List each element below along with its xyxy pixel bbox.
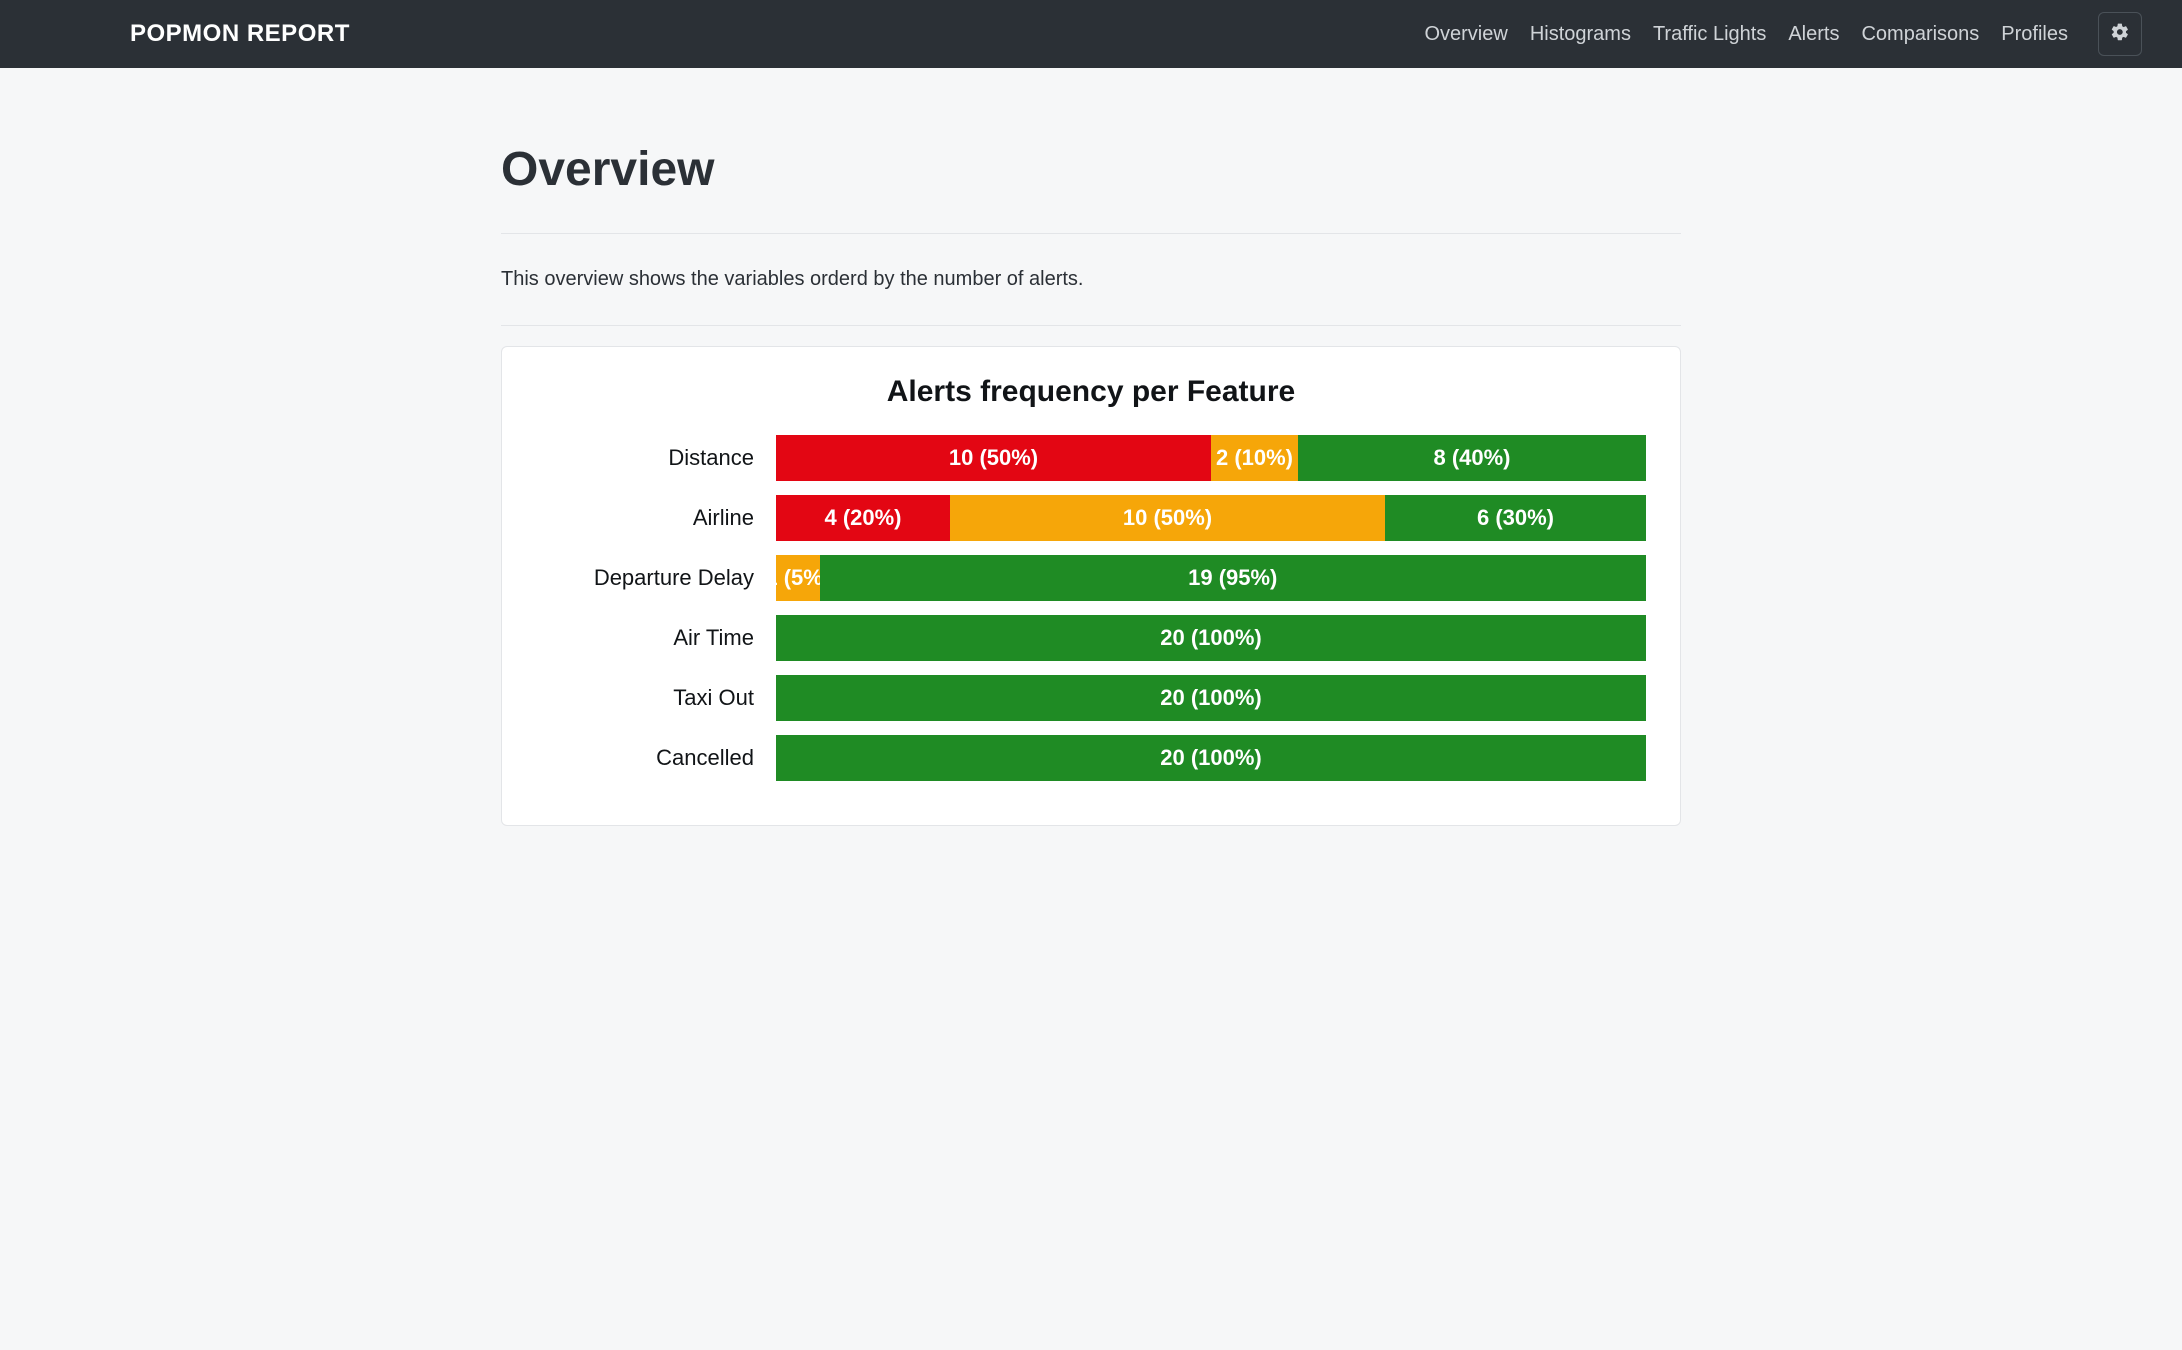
alerts-frequency-chart: Distance10 (50%)2 (10%)8 (40%)Airline4 (…	[536, 435, 1646, 781]
chart-row-bar: 20 (100%)	[776, 675, 1646, 721]
chart-row: Air Time20 (100%)	[536, 615, 1646, 661]
chart-segment-yellow: 2 (10%)	[1211, 435, 1298, 481]
chart-row-label: Taxi Out	[536, 675, 776, 721]
chart-segment-green: 8 (40%)	[1298, 435, 1646, 481]
chart-row: Airline4 (20%)10 (50%)6 (30%)	[536, 495, 1646, 541]
nav-link-comparisons[interactable]: Comparisons	[1861, 23, 1979, 46]
chart-segment-yellow: 1 (5%)	[776, 555, 820, 601]
chart-row-label: Distance	[536, 435, 776, 481]
settings-button[interactable]	[2098, 12, 2142, 56]
nav-links: Overview Histograms Traffic Lights Alert…	[1424, 12, 2142, 56]
chart-segment-green: 6 (30%)	[1385, 495, 1646, 541]
chart-row-bar: 4 (20%)10 (50%)6 (30%)	[776, 495, 1646, 541]
chart-row-label: Cancelled	[536, 735, 776, 781]
chart-title: Alerts frequency per Feature	[536, 375, 1646, 409]
navbar: POPMON REPORT Overview Histograms Traffi…	[0, 0, 2182, 68]
brand-title: POPMON REPORT	[130, 20, 350, 48]
chart-segment-green: 20 (100%)	[776, 675, 1646, 721]
chart-segment-green: 20 (100%)	[776, 615, 1646, 661]
chart-segment-red: 4 (20%)	[776, 495, 950, 541]
chart-segment-green: 19 (95%)	[820, 555, 1647, 601]
nav-link-histograms[interactable]: Histograms	[1530, 23, 1631, 46]
page-description: This overview shows the variables orderd…	[501, 234, 1681, 325]
nav-link-alerts[interactable]: Alerts	[1788, 23, 1839, 46]
chart-row: Taxi Out20 (100%)	[536, 675, 1646, 721]
chart-row-bar: 10 (50%)2 (10%)8 (40%)	[776, 435, 1646, 481]
chart-row-label: Departure Delay	[536, 555, 776, 601]
chart-row: Cancelled20 (100%)	[536, 735, 1646, 781]
alerts-frequency-card: Alerts frequency per Feature Distance10 …	[501, 346, 1681, 826]
gear-icon	[2110, 22, 2130, 47]
main-container: Overview This overview shows the variabl…	[481, 68, 1701, 866]
chart-row-bar: 1 (5%)19 (95%)	[776, 555, 1646, 601]
nav-link-profiles[interactable]: Profiles	[2001, 23, 2068, 46]
chart-row-bar: 20 (100%)	[776, 615, 1646, 661]
chart-row-label: Airline	[536, 495, 776, 541]
chart-row: Distance10 (50%)2 (10%)8 (40%)	[536, 435, 1646, 481]
divider-bottom	[501, 325, 1681, 326]
chart-row-bar: 20 (100%)	[776, 735, 1646, 781]
chart-segment-red: 10 (50%)	[776, 435, 1211, 481]
chart-segment-yellow: 10 (50%)	[950, 495, 1385, 541]
nav-link-overview[interactable]: Overview	[1424, 23, 1507, 46]
page-title: Overview	[501, 142, 1681, 197]
nav-link-trafficlights[interactable]: Traffic Lights	[1653, 23, 1766, 46]
chart-segment-green: 20 (100%)	[776, 735, 1646, 781]
chart-row-label: Air Time	[536, 615, 776, 661]
chart-row: Departure Delay1 (5%)19 (95%)	[536, 555, 1646, 601]
